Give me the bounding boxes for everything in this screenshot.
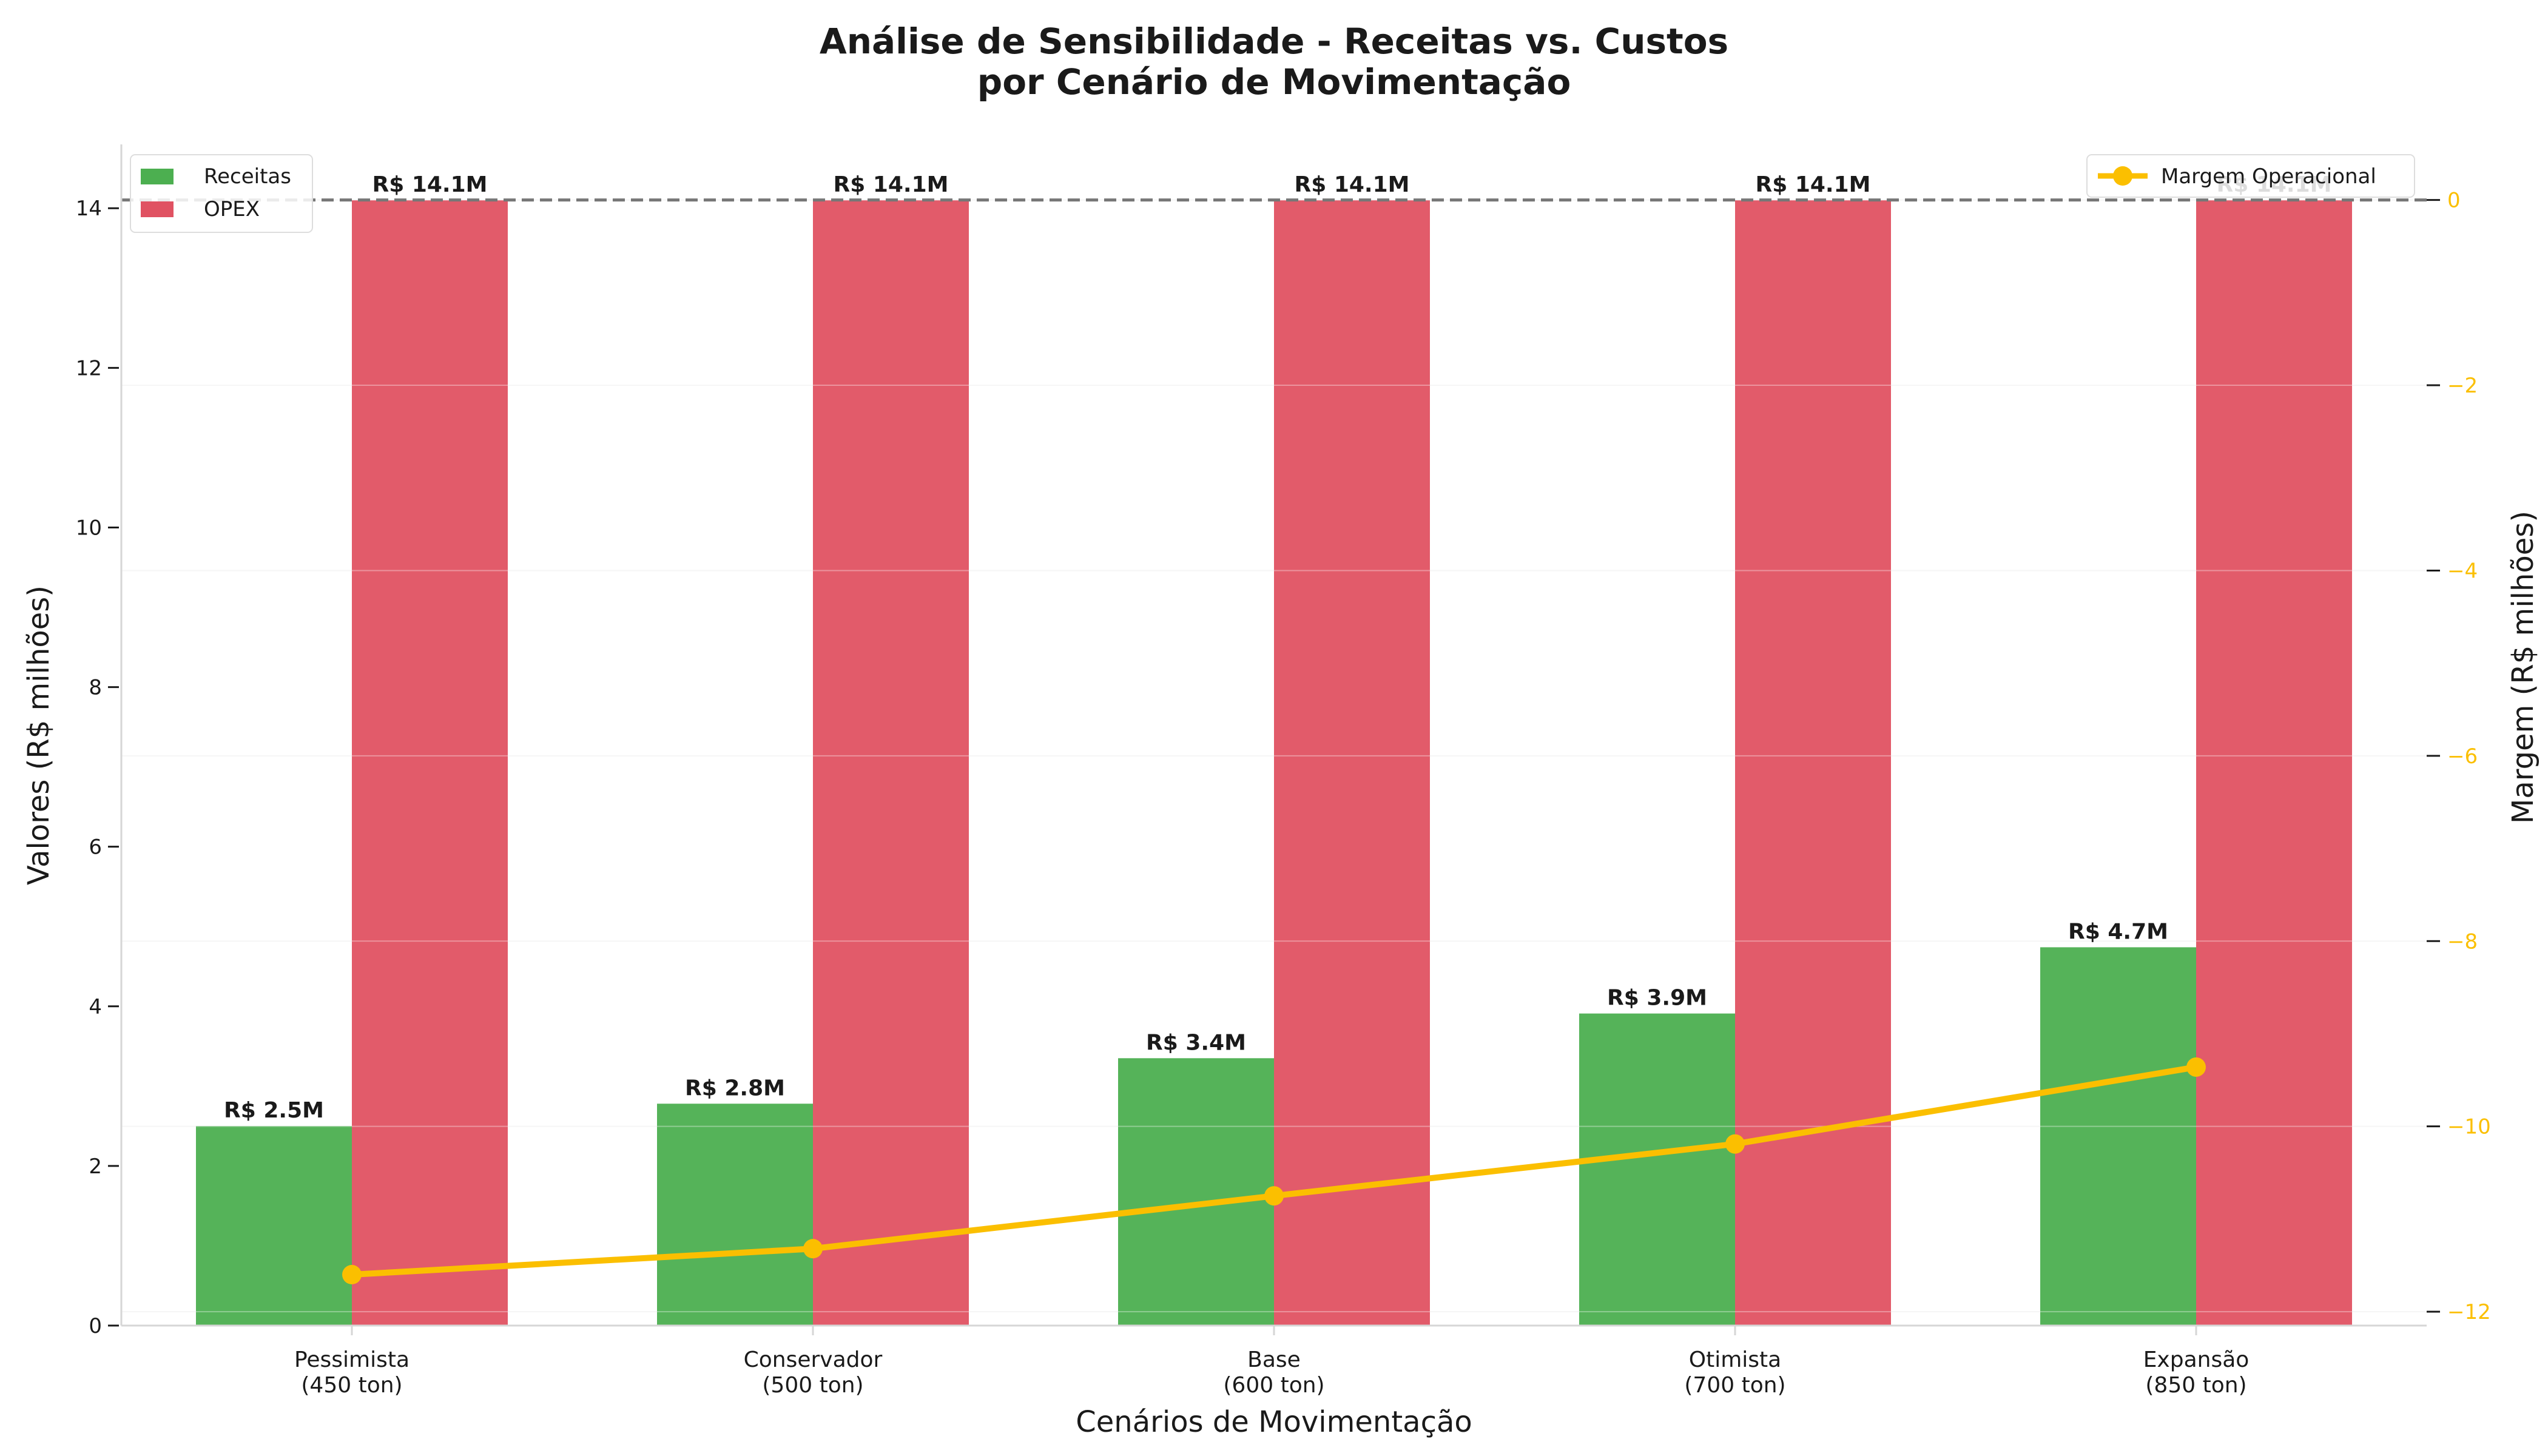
x-tick-label-base: Base [1247,1347,1301,1372]
bar-receitas-conservador [657,1104,813,1326]
bars [121,199,2427,1326]
data-label-receitas-conservador: R$ 2.8M [685,1076,785,1100]
y2-tick-label: −10 [2447,1115,2491,1139]
y-axis-right: −12 −10 −8 −6 −4 −2 0 [2427,189,2491,1324]
y-tick-label: 12 [76,356,102,380]
legend-left-frame [130,154,313,233]
bar-opex-conservador [813,200,969,1326]
legend-left: Receitas OPEX [130,154,313,233]
x-tick-sublabel-pessimista: (450 ton) [301,1373,402,1398]
x-axis-title: Cenários de Movimentação [1076,1405,1472,1439]
y2-tick-label: −6 [2447,744,2478,769]
legend-label-margem: Margem Operacional [2161,164,2376,189]
y-axis-title: Valores (R$ milhões) [22,585,56,885]
bar-opex-pessimista [352,200,508,1326]
legend-label-receitas: Receitas [204,164,291,189]
bar-opex-otimista [1735,200,1891,1326]
x-axis: Pessimista(450 ton) Conservador(500 ton) B… [294,1326,2249,1398]
chart-title: Análise de Sensibilidade - Receitas vs. … [820,21,1728,62]
y2-tick-label: −2 [2447,374,2478,398]
bar-opex-expansao [2196,200,2352,1326]
bar-labels: R$ 2.5M R$ 2.8M R$ 3.4M R$ 3.9M R$ 4.7M R$ 14… [224,172,2331,1123]
bar-receitas-otimista [1579,1013,1735,1326]
data-label-opex-conservador: R$ 14.1M [834,172,949,197]
y2-tick-label: −8 [2447,929,2478,954]
margin-point-conservador [803,1239,823,1259]
x-tick-sublabel-otimista: (700 ton) [1684,1373,1785,1398]
y-tick-label: 8 [89,676,102,700]
x-tick-label-expansao: Expansão [2143,1347,2250,1372]
margin-point-expansao [2186,1057,2206,1077]
y-tick-label: 14 [76,197,102,221]
y2-axis-title: Margem (R$ milhões) [2506,511,2540,824]
margin-point-pessimista [342,1265,362,1285]
legend-right: Margem Operacional [2086,154,2415,198]
data-label-opex-base: R$ 14.1M [1295,172,1410,197]
legend-right-frame [2086,154,2415,198]
data-label-opex-otimista: R$ 14.1M [1756,172,1871,197]
legend-swatch-receitas [141,169,174,184]
y2-tick-label: −12 [2447,1300,2491,1324]
legend-label-opex: OPEX [204,197,260,221]
bar-receitas-expansao [2040,947,2196,1326]
x-tick-sublabel-expansao: (850 ton) [2145,1373,2246,1398]
y-tick-label: 0 [89,1314,102,1338]
x-tick-label-otimista: Otimista [1689,1347,1781,1372]
x-tick-label-conservador: Conservador [744,1347,883,1372]
margin-line-group [342,1057,2206,1285]
x-tick-sublabel-conservador: (500 ton) [762,1373,863,1398]
y-axis-left: 0 2 4 6 8 10 12 14 [76,197,119,1338]
data-label-receitas-expansao: R$ 4.7M [2068,919,2168,944]
y2-tick-label: −4 [2447,559,2478,583]
y-tick-label: 4 [89,995,102,1019]
margin-point-base [1264,1186,1284,1206]
bar-receitas-base [1118,1058,1274,1326]
data-label-opex-pessimista: R$ 14.1M [372,172,488,197]
y2-tick-label: 0 [2447,189,2461,213]
data-label-receitas-base: R$ 3.4M [1146,1030,1246,1055]
y-tick-label: 6 [89,835,102,860]
y-tick-label: 2 [89,1154,102,1179]
legend-swatch-opex [141,201,174,217]
bar-receitas-pessimista [196,1126,352,1326]
chart-subtitle: por Cenário de Movimentação [977,61,1571,103]
y-tick-label: 10 [76,516,102,540]
margin-point-otimista [1725,1134,1745,1154]
legend-marker-margem [2113,166,2132,186]
x-tick-sublabel-base: (600 ton) [1223,1373,1324,1398]
x-tick-label-pessimista: Pessimista [294,1347,410,1372]
data-label-receitas-pessimista: R$ 2.5M [224,1098,324,1123]
data-label-receitas-otimista: R$ 3.9M [1607,986,1707,1011]
bar-opex-base [1274,200,1430,1326]
